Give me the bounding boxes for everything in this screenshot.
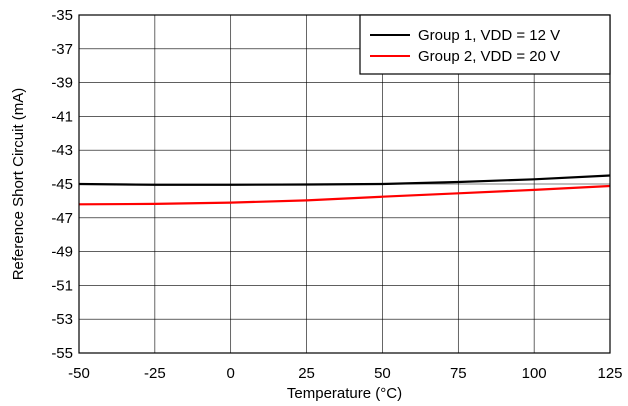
legend: Group 1, VDD = 12 V Group 2, VDD = 20 V	[359, 14, 611, 75]
x-tick-label: 25	[298, 365, 315, 382]
series-layer	[78, 174, 611, 206]
legend-box	[359, 14, 611, 75]
y-tick-labels: -35 -37 -39 -41 -43 -45 -47 -49 -51 -53 -55	[51, 7, 73, 362]
y-tick-label: -43	[51, 142, 73, 159]
y-tick-label: -39	[51, 75, 73, 92]
x-tick-labels: -50 -25 0 25 50 75 100 125	[68, 365, 622, 382]
x-axis-label: Temperature (°C)	[287, 385, 402, 402]
y-tick-label: -51	[51, 277, 73, 294]
x-tick-label: 50	[374, 365, 391, 382]
y-axis-label: Reference Short Circuit (mA)	[10, 88, 27, 281]
plot-area-frame	[78, 14, 611, 354]
x-tick-label: 75	[450, 365, 467, 382]
x-tick-label: 125	[597, 365, 622, 382]
y-tick-label: -41	[51, 108, 73, 125]
y-tick-label: -45	[51, 176, 73, 193]
y-tick-label: -49	[51, 244, 73, 261]
y-tick-label: -35	[51, 7, 73, 24]
legend-label-group-1: Group 1, VDD = 12 V	[418, 27, 560, 44]
x-tick-label: 0	[227, 365, 235, 382]
series-line-group-1	[78, 174, 611, 186]
x-tick-label: 100	[522, 365, 547, 382]
y-tick-label: -53	[51, 311, 73, 328]
y-tick-label: -47	[51, 210, 73, 227]
x-tick-label: -50	[68, 365, 90, 382]
legend-label-group-2: Group 2, VDD = 20 V	[418, 48, 560, 65]
y-tick-label: -37	[51, 41, 73, 58]
series-line-group-2	[78, 184, 611, 206]
x-tick-label: -25	[144, 365, 166, 382]
y-tick-label: -55	[51, 345, 73, 362]
